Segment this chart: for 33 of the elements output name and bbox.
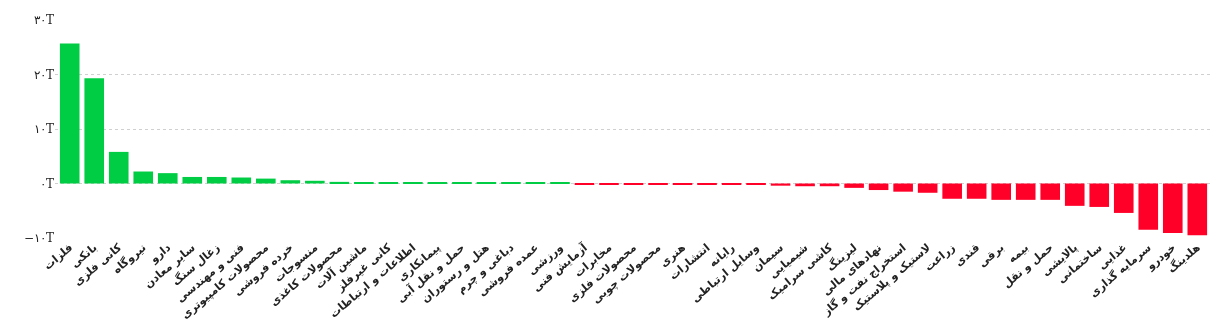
bar [157,173,178,184]
y-tick-label: ۱۰T [33,122,54,137]
bar [991,183,1011,200]
bar [893,183,913,192]
bar [329,181,350,184]
bar [305,180,325,184]
bar [182,176,203,184]
bar [280,180,301,184]
bar [206,176,227,184]
bar [1138,183,1159,230]
bar [84,78,105,184]
bar [1162,183,1183,234]
bar [1015,183,1036,200]
bar [59,43,80,184]
x-tick-label: بیمه [1005,241,1032,266]
bar [1113,183,1134,213]
bar [942,183,962,199]
bar [1040,183,1061,200]
y-tick-label: −۱۰T [23,231,54,246]
bar [133,171,154,184]
bar [1187,183,1208,236]
bar [256,178,276,184]
bar [1089,183,1110,207]
y-tick-label: ۲۰T [33,67,54,82]
y-tick-label: ۰T [39,176,54,191]
bar [966,183,987,199]
y-tick-label: ۳۰T [33,13,54,28]
bar [844,183,864,188]
bar [108,151,129,184]
bar [917,183,938,193]
x-tick-label: دارو [146,240,174,267]
bar [1064,183,1085,206]
bar [231,177,252,184]
